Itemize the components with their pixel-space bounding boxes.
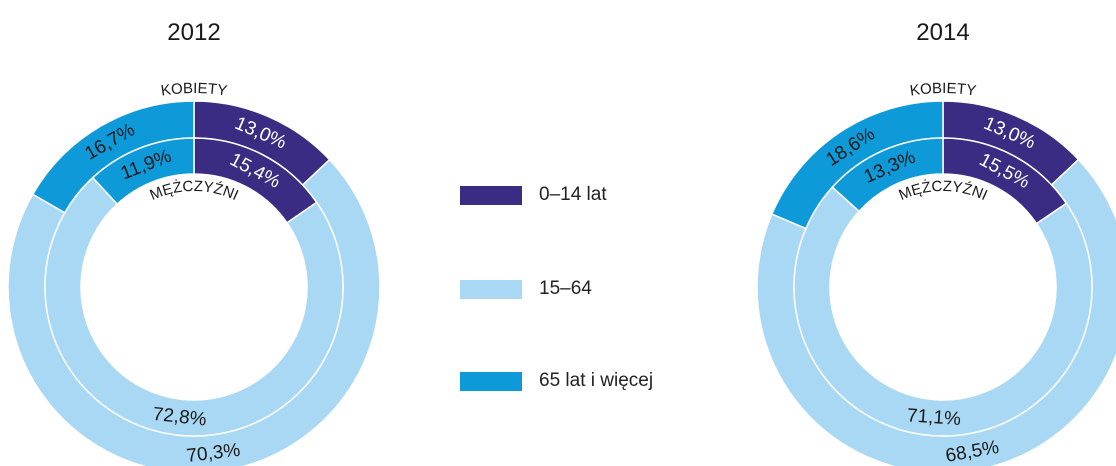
data-label-2012-outer-15-64: 70,3% [185, 440, 241, 466]
legend-label-0-14: 0–14 lat [539, 184, 607, 205]
legend-item-0-14: 0–14 lat [460, 183, 607, 207]
legend-swatch-65-plus [460, 371, 522, 391]
slice-2014-inner-65-plus [831, 137, 944, 213]
ring-label-inner-2012: MĘŻCZYŹNI [147, 178, 241, 204]
chart-title-2014: 2014 [916, 19, 969, 46]
ring-label-outer-2012: KOBIETY [160, 80, 229, 100]
slice-2012-inner-65-plus [91, 137, 195, 206]
legend-item-15-64: 15–64 [460, 277, 592, 301]
data-label-2014-inner-15-64: 71,1% [906, 405, 961, 430]
donut-chart-2014: 201413,0%68,5%18,6%15,5%71,1%13,3%KOBIET… [756, 19, 1116, 466]
legend-swatch-15-64 [460, 279, 522, 299]
ring-label-outer-2014: KOBIETY [909, 80, 978, 100]
legend-label-65-plus: 65 lat i więcej [539, 370, 654, 391]
slice-2012-inner-15-64 [44, 176, 344, 437]
donut-chart-2012: 201213,0%70,3%16,7%15,4%72,8%11,9%KOBIET… [7, 19, 381, 466]
legend-item-65-plus: 65 lat i więcej [460, 369, 653, 393]
chart-title-2012: 2012 [167, 19, 220, 46]
legend: 0–14 lat 15–64 65 lat i więcej [460, 180, 720, 400]
legend-label-15-64: 15–64 [539, 278, 592, 299]
ring-label-inner-2014: MĘŻCZYŹNI [896, 178, 990, 204]
slice-2014-inner-15-64 [793, 186, 1093, 437]
legend-swatch-0-14 [460, 185, 522, 205]
